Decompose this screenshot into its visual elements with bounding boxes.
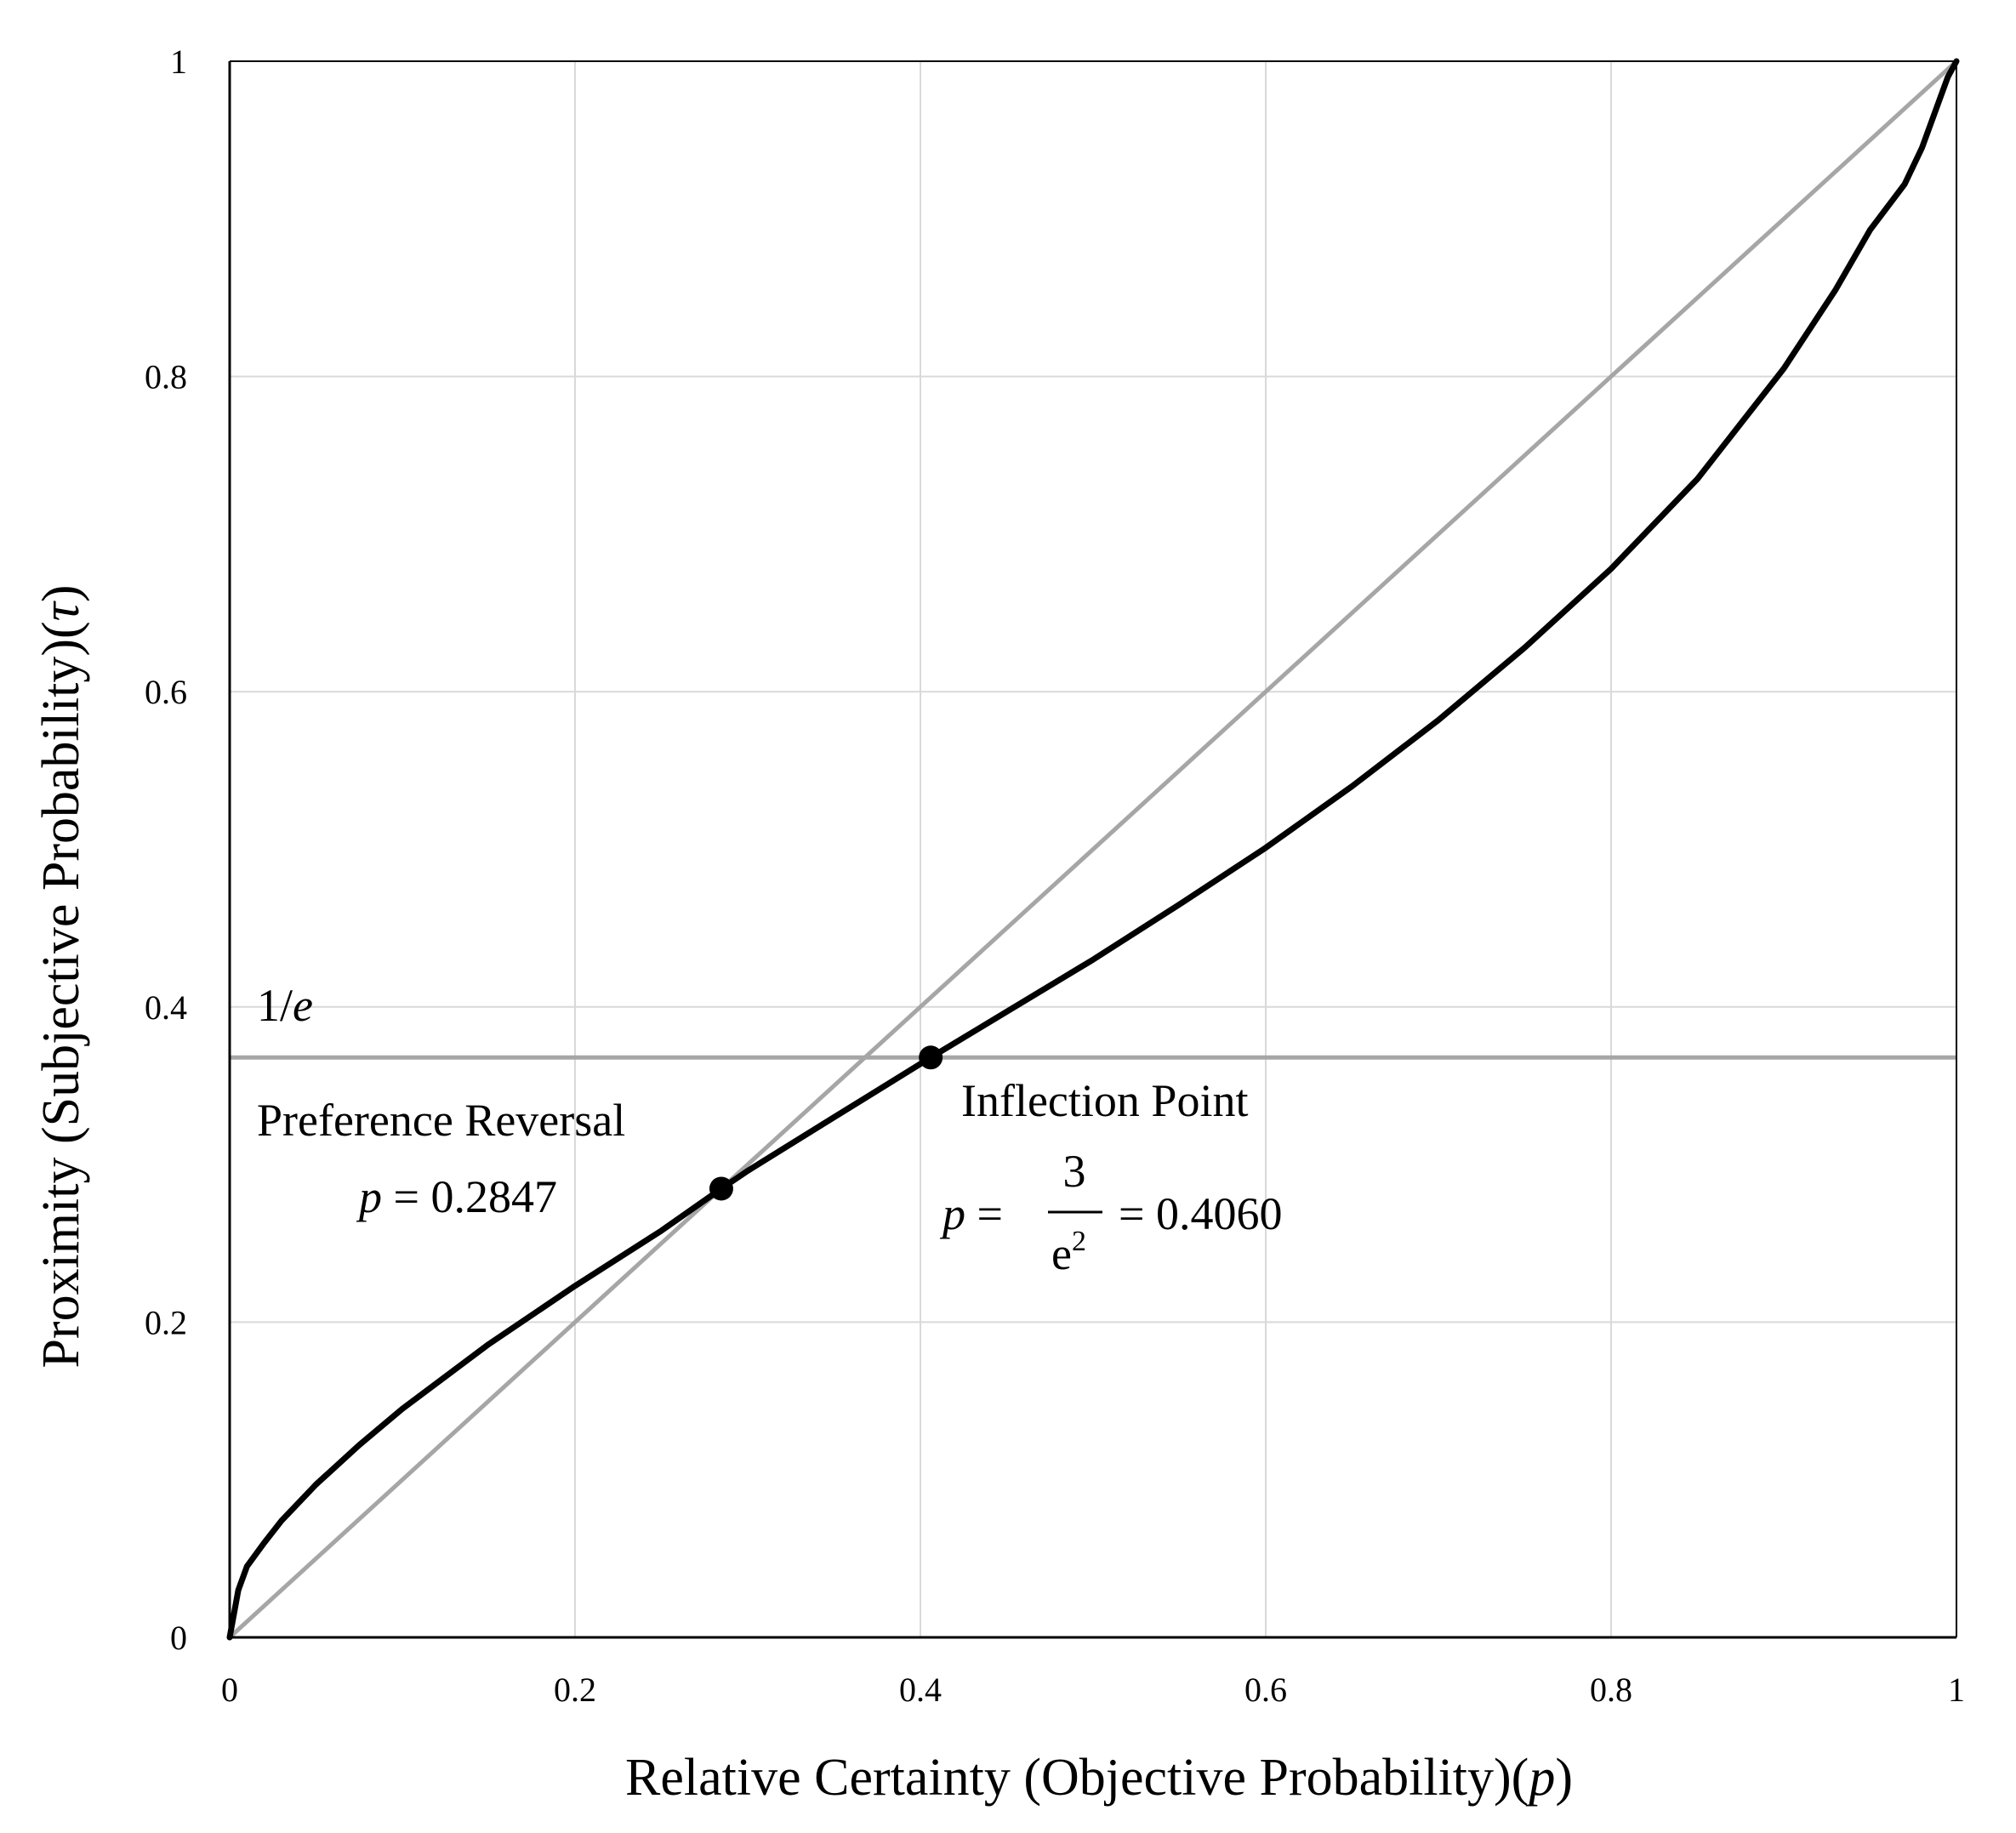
- preference-reversal-title: Preference Reversal: [257, 1095, 625, 1146]
- probability-weighting-curve: [226, 58, 1960, 1641]
- inflection-point-rhs: = 0.4060: [1119, 1188, 1282, 1239]
- y-tick-label: 0.8: [145, 358, 187, 396]
- x-tick-label: 0.2: [554, 1671, 596, 1709]
- y-tick-label: 0.6: [145, 673, 187, 711]
- y-tick-label: 0.4: [145, 988, 187, 1027]
- plot-frame: [228, 60, 1957, 1639]
- x-tick-label: 0.8: [1590, 1671, 1632, 1709]
- points-group: [709, 1045, 943, 1201]
- series-group: [226, 58, 1960, 1641]
- reference-line-label: 1/e: [257, 980, 313, 1031]
- x-tick-label: 1: [1948, 1671, 1965, 1709]
- inflection-point-title: Inflection Point: [961, 1075, 1248, 1126]
- y-axis-label: Proximity (Subjective Probability)(τ): [32, 584, 90, 1368]
- x-tick-label: 0.4: [899, 1671, 942, 1709]
- inflection-point-fraction-numerator: 3: [1063, 1146, 1086, 1197]
- y-tick-label: 1: [170, 43, 187, 81]
- x-tick-label: 0.6: [1244, 1671, 1287, 1709]
- y-tick-label: 0: [170, 1619, 187, 1657]
- inflection-point-fraction-denominator: e2: [1051, 1226, 1086, 1279]
- x-tick-label: 0: [221, 1671, 238, 1709]
- diagonal-line: [228, 60, 1958, 1639]
- inflection-point-lhs: p =: [939, 1188, 1003, 1239]
- tick-labels: 0 0.2 0.4 0.6 0.8 1 0 0.2 0.4 0.6 0.8 1: [145, 43, 1965, 1709]
- preference-reversal-value: p = 0.2847: [356, 1171, 557, 1222]
- data-point-marker: [919, 1045, 943, 1070]
- y-tick-label: 0.2: [145, 1303, 187, 1341]
- x-axis-label: Relative Certainty (Objective Probabilit…: [625, 1749, 1573, 1807]
- data-point-marker: [709, 1176, 733, 1201]
